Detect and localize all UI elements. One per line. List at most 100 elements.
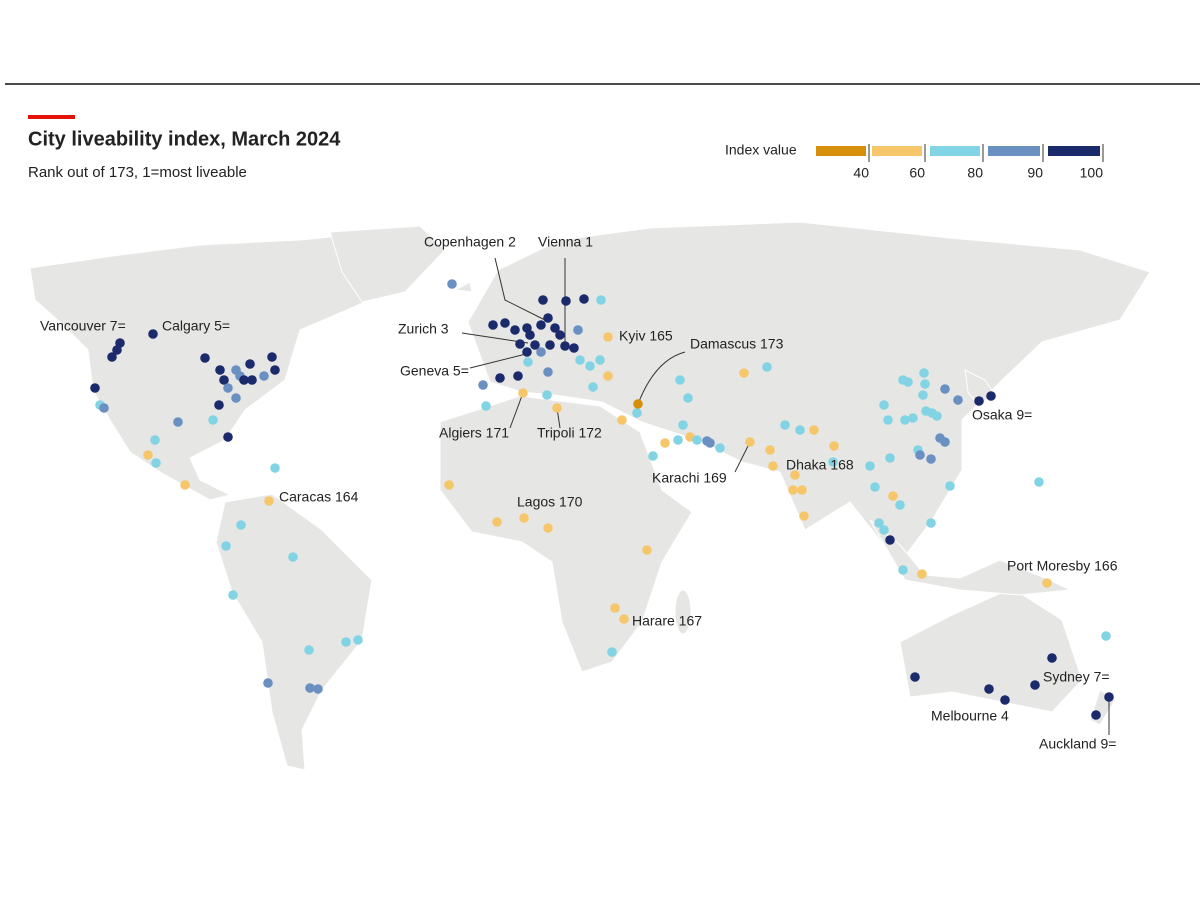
- legend-swatch: [816, 146, 866, 156]
- city-label: Port Moresby 166: [1007, 558, 1118, 574]
- city-dot: [762, 362, 772, 372]
- legend-swatch: [930, 146, 980, 156]
- legend-tick-label: 40: [853, 165, 869, 181]
- city-dot: [519, 513, 529, 523]
- subtitle: Rank out of 173, 1=most liveable: [28, 164, 247, 181]
- title: City liveability index, March 2024: [28, 128, 341, 150]
- leader-line: [494, 257, 546, 321]
- legend-tick-label: 100: [1080, 165, 1104, 181]
- legend-tick-label: 90: [1027, 165, 1043, 181]
- city-dot: [495, 373, 505, 383]
- city-dot: [683, 393, 693, 403]
- city-dot: [515, 339, 525, 349]
- city-dot: [180, 480, 190, 490]
- city-dot: [585, 361, 595, 371]
- city-dot: [513, 371, 523, 381]
- city-dot: [595, 355, 605, 365]
- city-dot: [173, 417, 183, 427]
- city-dot: [525, 330, 535, 340]
- city-dot: [932, 411, 942, 421]
- australia: [899, 587, 1083, 713]
- city-dot: [795, 425, 805, 435]
- city-dot: [809, 425, 819, 435]
- city-dot: [984, 684, 994, 694]
- city-dot: [715, 443, 725, 453]
- city-dot: [543, 313, 553, 323]
- south-america: [215, 493, 373, 771]
- leader-line: [734, 441, 751, 473]
- city-dot: [208, 415, 218, 425]
- city-label: Melbourne 4: [931, 708, 1009, 724]
- city-dot: [788, 485, 798, 495]
- city-dot: [236, 520, 246, 530]
- city-dot: [550, 323, 560, 333]
- city-dot: [214, 400, 224, 410]
- city-dot: [573, 325, 583, 335]
- city-dot: [288, 552, 298, 562]
- city-label: Osaka 9=: [972, 407, 1032, 423]
- map: [29, 221, 1151, 771]
- city-dot: [633, 399, 643, 409]
- city-dot: [908, 413, 918, 423]
- city-dot: [215, 365, 225, 375]
- city-dot: [536, 347, 546, 357]
- city-dot: [903, 377, 913, 387]
- city-dot: [542, 390, 552, 400]
- city-dot: [518, 388, 528, 398]
- city-dot: [765, 445, 775, 455]
- madagascar: [674, 589, 692, 635]
- city-dot: [953, 395, 963, 405]
- legend-swatch: [872, 146, 922, 156]
- city-label: Vienna 1: [538, 234, 593, 250]
- city-dot: [481, 401, 491, 411]
- city-label: Calgary 5=: [162, 318, 230, 334]
- city-dot: [603, 371, 613, 381]
- city-dot: [1030, 680, 1040, 690]
- city-dot: [148, 329, 158, 339]
- city-dot: [530, 340, 540, 350]
- city-dot: [673, 435, 683, 445]
- city-dot: [107, 352, 117, 362]
- city-dot: [870, 482, 880, 492]
- city-dot: [898, 565, 908, 575]
- city-dot: [607, 647, 617, 657]
- city-dot: [543, 367, 553, 377]
- city-dot: [1042, 578, 1052, 588]
- city-dot: [488, 320, 498, 330]
- city-label: Kyiv 165: [619, 328, 673, 344]
- city-dot: [974, 396, 984, 406]
- city-dot: [885, 453, 895, 463]
- city-dot: [264, 496, 274, 506]
- city-dot: [692, 435, 702, 445]
- city-label: Damascus 173: [690, 336, 784, 352]
- city-dot: [619, 614, 629, 624]
- city-dot: [579, 294, 589, 304]
- city-dot: [920, 379, 930, 389]
- legend-tick-label: 80: [967, 165, 983, 181]
- city-label: Caracas 164: [279, 489, 359, 505]
- city-dot: [1091, 710, 1101, 720]
- city-dot: [150, 435, 160, 445]
- city-dot: [478, 380, 488, 390]
- greenland: [329, 225, 446, 303]
- city-dot: [510, 325, 520, 335]
- city-dot: [888, 491, 898, 501]
- city-dot: [1034, 477, 1044, 487]
- city-dot: [865, 461, 875, 471]
- city-dot: [915, 450, 925, 460]
- city-dot: [745, 437, 755, 447]
- city-dot: [918, 390, 928, 400]
- city-dot: [945, 481, 955, 491]
- leader-line: [509, 392, 524, 429]
- city-dot: [986, 391, 996, 401]
- city-dot: [1047, 653, 1057, 663]
- city-dot: [910, 672, 920, 682]
- city-dot: [228, 590, 238, 600]
- city-dot: [536, 320, 546, 330]
- city-dot: [552, 403, 562, 413]
- city-dot: [522, 347, 532, 357]
- city-dot: [885, 535, 895, 545]
- city-dot: [926, 518, 936, 528]
- city-dot: [940, 437, 950, 447]
